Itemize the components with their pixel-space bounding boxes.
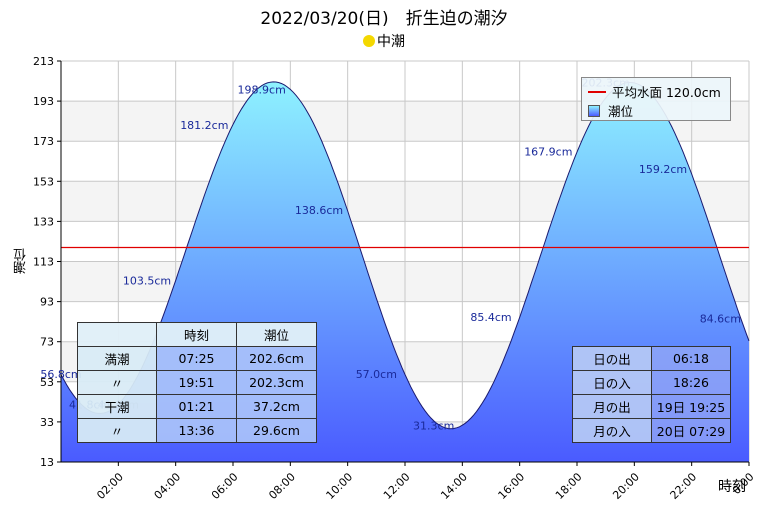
y-tick-label: 73 bbox=[40, 336, 54, 349]
x-tick-label: 20:00 bbox=[610, 470, 642, 502]
x-axis-title: 時刻 bbox=[718, 479, 746, 495]
sun-moon-table: 日の出 06:18 日の入 18:26 月の出 19日 19:25 月の入 20… bbox=[572, 346, 731, 443]
table-row: 干潮 01:21 37.2cm bbox=[77, 394, 317, 419]
table-header-row: 時刻 潮位 bbox=[77, 322, 317, 347]
table-cell: 潮位 bbox=[236, 322, 317, 347]
x-tick-label: 06:00 bbox=[209, 470, 241, 502]
legend-tide: 潮位 bbox=[588, 101, 633, 120]
moon-phase-label: 中潮 bbox=[377, 34, 405, 50]
x-tick-label: 08:00 bbox=[266, 470, 298, 502]
x-tick-label: 10:00 bbox=[324, 470, 356, 502]
table-cell: 202.3cm bbox=[236, 370, 317, 395]
table-cell: 月の入 bbox=[572, 418, 652, 443]
table-row: 〃 13:36 29.6cm bbox=[77, 418, 317, 443]
mean-line-swatch bbox=[588, 90, 606, 93]
chart-title: 2022/03/20(日) 折生迫の潮汐 bbox=[260, 9, 508, 29]
table-cell bbox=[77, 322, 157, 347]
table-cell: 時刻 bbox=[156, 322, 237, 347]
y-axis-title: 潮位 bbox=[14, 248, 29, 274]
y-tick-label: 13 bbox=[40, 456, 54, 469]
point-label: 198.9cm bbox=[238, 83, 286, 96]
table-cell: 干潮 bbox=[77, 394, 157, 419]
legend-mean: 平均水面 120.0cm bbox=[588, 82, 721, 101]
point-label: 56.8cm bbox=[40, 368, 81, 381]
table-cell: 13:36 bbox=[156, 418, 237, 443]
table-row: 〃 19:51 202.3cm bbox=[77, 370, 317, 395]
legend: 平均水面 120.0cm 潮位 bbox=[581, 77, 731, 121]
tide-swatch bbox=[588, 104, 600, 117]
legend-mean-label: 平均水面 120.0cm bbox=[612, 85, 721, 100]
table-cell: 01:21 bbox=[156, 394, 237, 419]
y-tick-label: 213 bbox=[33, 55, 54, 68]
legend-tide-label: 潮位 bbox=[608, 104, 634, 119]
y-tick-label: 53 bbox=[40, 376, 54, 389]
y-tick-label: 133 bbox=[33, 215, 54, 228]
point-label: 85.4cm bbox=[470, 311, 511, 324]
moon-icon bbox=[363, 35, 375, 47]
x-tick-label: 04:00 bbox=[152, 470, 184, 502]
table-cell: 〃 bbox=[77, 418, 157, 443]
table-cell: 18:26 bbox=[651, 370, 731, 395]
x-tick-label: 14:00 bbox=[438, 470, 470, 502]
table-cell: 20日 07:29 bbox=[651, 418, 731, 443]
moon-phase: 中潮 bbox=[0, 31, 768, 51]
x-tick-label: 18:00 bbox=[553, 470, 585, 502]
table-row: 月の入 20日 07:29 bbox=[572, 418, 731, 443]
tide-table: 時刻 潮位 満潮 07:25 202.6cm 〃 19:51 202.3cm 干… bbox=[77, 322, 317, 443]
table-row: 日の出 06:18 bbox=[572, 346, 731, 371]
table-row: 月の出 19日 19:25 bbox=[572, 394, 731, 419]
table-row: 満潮 07:25 202.6cm bbox=[77, 346, 317, 371]
y-tick-label: 113 bbox=[33, 256, 54, 269]
table-cell: 〃 bbox=[77, 370, 157, 395]
x-tick-label: 16:00 bbox=[496, 470, 528, 502]
point-label: 138.6cm bbox=[295, 204, 343, 217]
point-label: 84.6cm bbox=[700, 312, 741, 325]
table-cell: 37.2cm bbox=[236, 394, 317, 419]
point-label: 159.2cm bbox=[639, 163, 687, 176]
y-tick-label: 153 bbox=[33, 175, 54, 188]
table-cell: 19:51 bbox=[156, 370, 237, 395]
table-cell: 満潮 bbox=[77, 346, 157, 371]
point-labels: 56.8cm41.8cm41.8cm103.5cm181.2cm198.9cm1… bbox=[40, 76, 741, 432]
x-tick-label: 02:00 bbox=[94, 470, 126, 502]
table-cell: 06:18 bbox=[651, 346, 731, 371]
x-tick-label: 12:00 bbox=[381, 470, 413, 502]
table-cell: 月の出 bbox=[572, 394, 652, 419]
point-label: 181.2cm bbox=[180, 119, 228, 132]
table-row: 日の入 18:26 bbox=[572, 370, 731, 395]
table-cell: 日の入 bbox=[572, 370, 652, 395]
point-label: 57.0cm bbox=[356, 368, 397, 381]
y-tick-label: 173 bbox=[33, 135, 54, 148]
table-cell: 19日 19:25 bbox=[651, 394, 731, 419]
point-label: 103.5cm bbox=[123, 275, 171, 288]
point-label: 167.9cm bbox=[524, 145, 572, 158]
table-cell: 29.6cm bbox=[236, 418, 317, 443]
point-label: 31.3cm bbox=[413, 419, 454, 432]
y-tick-label: 33 bbox=[40, 416, 54, 429]
x-tick-label: 22:00 bbox=[668, 470, 700, 502]
y-tick-label: 193 bbox=[33, 95, 54, 108]
table-cell: 07:25 bbox=[156, 346, 237, 371]
table-cell: 202.6cm bbox=[236, 346, 317, 371]
table-cell: 日の出 bbox=[572, 346, 652, 371]
y-tick-label: 93 bbox=[40, 296, 54, 309]
